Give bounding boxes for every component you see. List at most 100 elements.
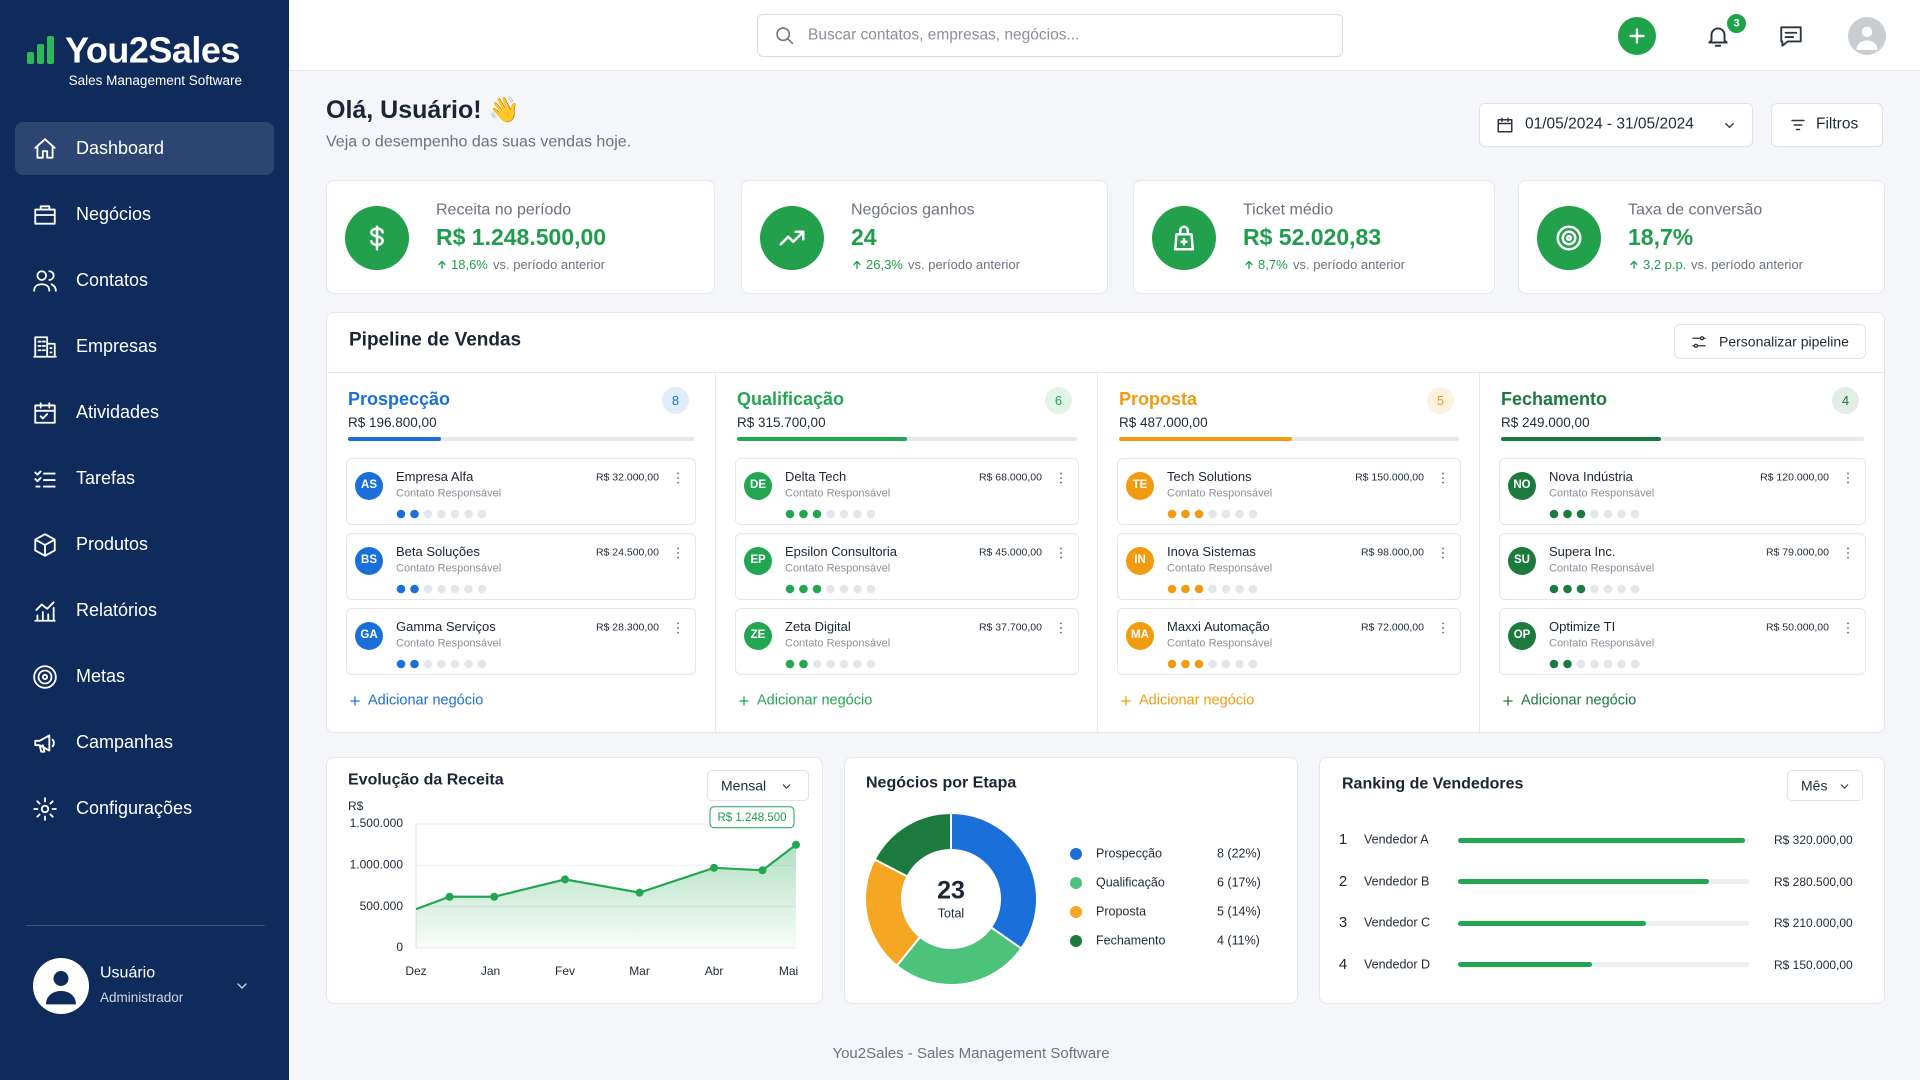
add-deal-button[interactable]: Adicionar negócio [1117,688,1317,714]
deal-step-dot [1167,659,1177,669]
deal-card[interactable]: BS Beta Soluções Contato Responsável R$ 24.… [346,533,696,600]
deal-card[interactable]: MA Maxxi Automação Contato Responsável R$ 7… [1117,608,1461,675]
deal-card[interactable]: ZE Zeta Digital Contato Responsável R$ 37.7… [735,608,1079,675]
nav-item[interactable]: Empresas [15,320,274,373]
x-tick-label: Jan [481,964,500,978]
nav-item[interactable]: Tarefas [15,452,274,505]
deal-card[interactable]: IN Inova Sistemas Contato Responsável R$ 98… [1117,533,1461,600]
nav-item[interactable]: Atividades [15,386,274,439]
nav-item[interactable]: Campanhas [15,716,274,769]
greeting-title: Olá, Usuário! 👋 [326,96,520,124]
nav-item[interactable]: Metas [15,650,274,703]
stage-progress [1501,437,1661,441]
deal-step-dot [1221,584,1231,594]
deal-card[interactable]: OP Optimize TI Contato Responsável R$ 50.00… [1499,608,1866,675]
x-tick-label: Mai [779,964,798,978]
nav-item[interactable]: Relatórios [15,584,274,637]
filters-button[interactable]: Filtros [1771,103,1883,147]
deal-step-dot [396,584,406,594]
deal-value: R$ 79.000,00 [1765,546,1829,559]
deal-card[interactable]: NO Nova Indústria Contato Responsável R$ 12… [1499,458,1866,525]
period-dropdown[interactable]: Mês [1787,770,1863,801]
icon-shape [34,734,55,753]
deal-step-dot [477,659,487,669]
date-range: 01/05/2024 - 31/05/2024 [1525,115,1694,133]
deal-avatar: EP [744,547,772,575]
nav-label: Negócios [76,204,152,225]
deal-step-dot [396,509,406,519]
deal-card[interactable]: AS Empresa Alfa Contato Responsável R$ 32.0… [346,458,696,525]
deal-value: R$ 72.000,00 [1360,621,1424,634]
revenue-chart: R$ 0 500.000 1.000.000 1.500.000 Dez Jan Fev Mar… [348,799,800,978]
sidebar-divider [26,925,265,926]
user-menu[interactable]: Usuário Administrador [0,950,289,1022]
deal-card[interactable]: SU Supera Inc. Contato Responsável R$ 79.00… [1499,533,1866,600]
nav-item[interactable]: Produtos [15,518,274,571]
icon [1692,336,1706,348]
nav-label: Configurações [76,798,193,819]
kpi-label: Taxa de conversão [1628,201,1763,219]
deal-step-dot [853,584,862,594]
profile-button[interactable] [1848,17,1886,55]
icon-shape [34,601,56,622]
icon-shape [1630,260,1638,270]
seller-value: R$ 280.500,00 [1774,874,1853,889]
icon-shape [438,260,446,270]
notification-badge: 3 [1725,12,1748,35]
icon-shape [370,225,384,251]
deal-avatar: ZE [744,622,772,650]
messages-button[interactable] [1777,22,1805,50]
deal-card[interactable]: TE Tech Solutions Contato Responsável R$ 15… [1117,458,1461,525]
deal-contact: Contato Responsável [1549,637,1655,650]
deal-initials: ZE [750,629,766,642]
stage-progress-track [1501,437,1864,441]
deal-step-dot [1549,584,1559,594]
rank-number: 4 [1338,955,1348,973]
stage-name: Fechamento [1501,389,1608,410]
deal-step-dot [1603,659,1613,669]
deal-value: R$ 150.000,00 [1355,471,1424,484]
search-input[interactable]: Buscar contatos, empresas, negócios... [757,14,1343,57]
deal-step-dot [853,509,862,519]
add-button[interactable] [1618,17,1656,55]
add-deal-label: Adicionar negócio [1139,692,1255,709]
nav-item[interactable]: Dashboard [15,122,274,175]
date-range-button[interactable]: 01/05/2024 - 31/05/2024 [1479,103,1753,147]
nav-item[interactable]: Configurações [15,782,274,835]
deal-step-dot [1181,584,1190,594]
nav-item[interactable]: Negócios [15,188,274,241]
brand-name: You2Sales [65,29,240,71]
nav-label: Metas [76,666,126,687]
period-dropdown[interactable]: Mensal [707,770,809,801]
legend-value: 6 (17%) [1217,875,1261,889]
add-deal-button[interactable]: Adicionar negócio [735,688,935,714]
icon [350,696,360,706]
customize-pipeline-button[interactable]: Personalizar pipeline [1674,324,1866,359]
icon [1060,622,1062,634]
chart-title: Evolução da Receita [348,771,504,789]
revenue-area [416,844,796,948]
deal-card[interactable]: GA Gamma Serviços Contato Responsável R$ 28… [346,608,696,675]
deal-initials: MA [1131,629,1149,642]
deal-step-dot [866,509,876,519]
icon [34,205,56,225]
icon-shape [34,138,56,159]
deal-name: Zeta Digital [785,619,851,635]
deal-value: R$ 98.000,00 [1360,546,1424,559]
nav-item[interactable]: Contatos [15,254,274,307]
deal-contact: Contato Responsável [1549,487,1655,500]
deal-value: R$ 37.700,00 [978,621,1042,634]
deal-card[interactable]: DE Delta Tech Contato Responsável R$ 68.000… [735,458,1079,525]
icon-shape [46,971,76,1005]
stage-progress [1119,437,1293,441]
deal-card[interactable]: EP Epsilon Consultoria Contato Responsável… [735,533,1079,600]
add-deal-button[interactable]: Adicionar negócio [1499,688,1699,714]
deal-contact: Contato Responsável [396,637,502,650]
deal-step-dot [799,509,808,519]
add-deal-button[interactable]: Adicionar negócio [346,688,546,714]
deal-steps [1549,584,1640,594]
deal-contact: Contato Responsável [1167,637,1273,650]
rank-bar [1458,962,1593,967]
notifications-button[interactable] [1702,20,1734,52]
pipeline-column: Prospecção 8 R$ 196.800,00 AS Empresa Alfa Co… [327,373,715,732]
